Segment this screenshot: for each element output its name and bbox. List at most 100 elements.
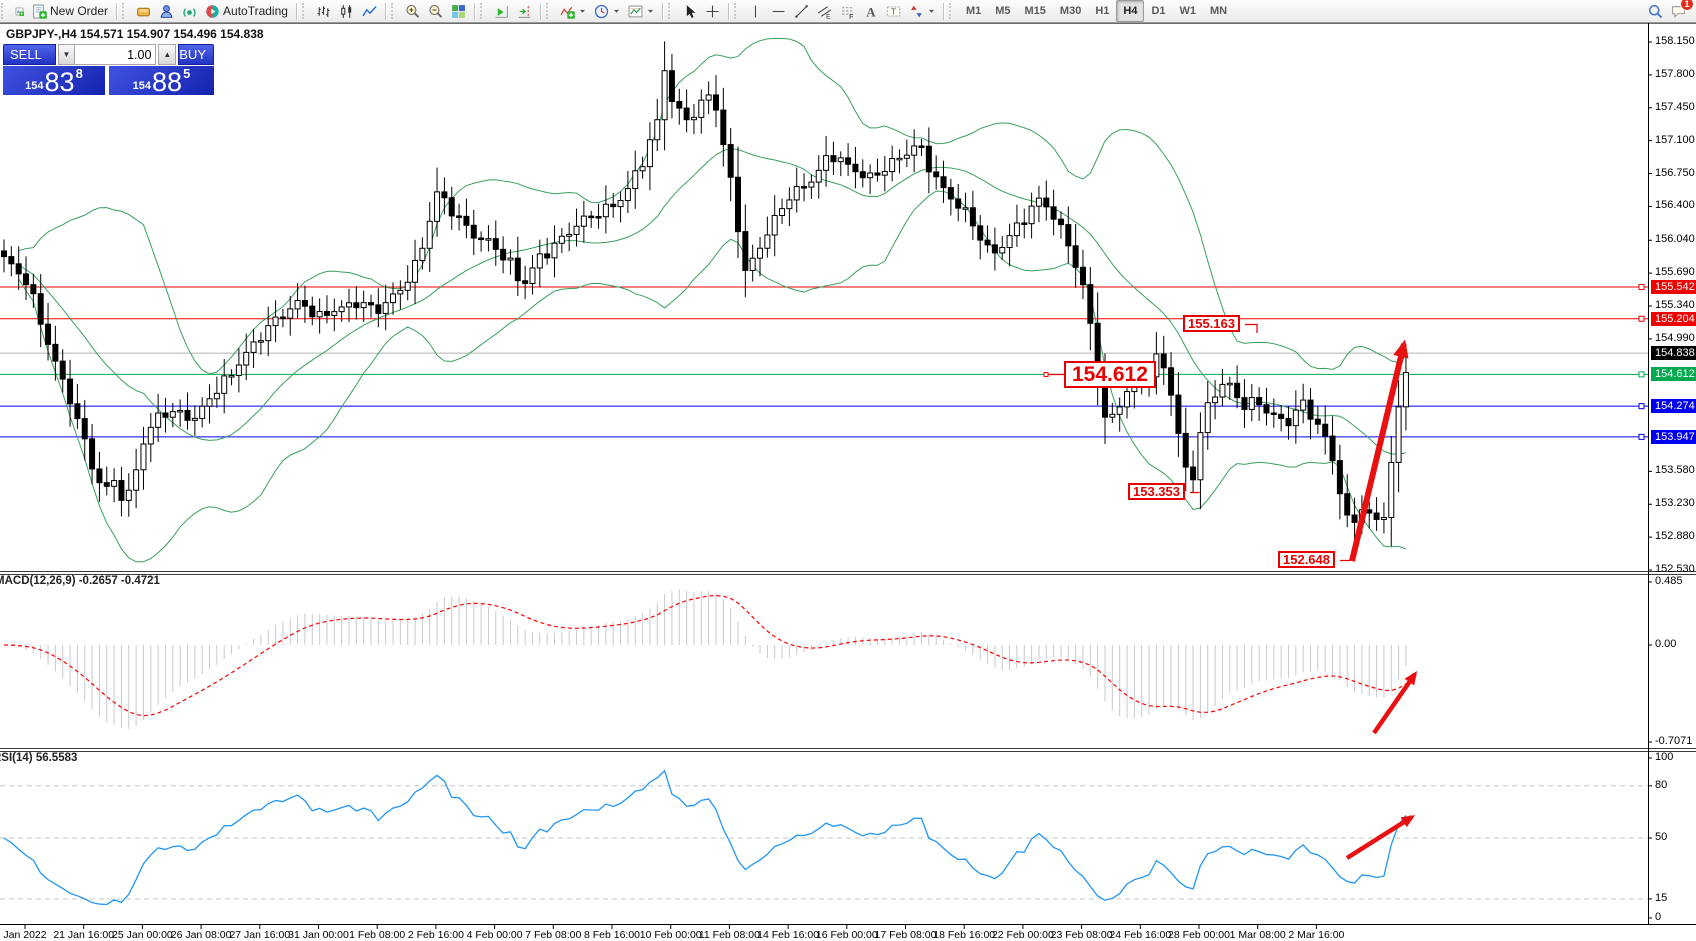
metaeditor-button[interactable] (132, 0, 155, 22)
macd-pane-separator[interactable] (0, 571, 1696, 575)
horizontal-line-button[interactable] (767, 0, 790, 22)
dropdown-caret-icon[interactable] (647, 9, 654, 14)
trendline-button[interactable] (790, 0, 813, 22)
zoom-out-button[interactable] (424, 0, 447, 22)
price-axis-line (1648, 23, 1649, 925)
signals-icon[interactable] (182, 4, 197, 19)
dropdown-caret-icon[interactable] (928, 9, 935, 14)
templates-button[interactable] (624, 0, 658, 22)
line-chart-button[interactable] (358, 0, 381, 22)
toolbar-group (311, 0, 382, 22)
buy-button[interactable]: BUY (178, 44, 214, 65)
indicators-icon[interactable] (560, 4, 575, 19)
new-chart-button[interactable] (11, 0, 28, 22)
timeframe-m15-button[interactable]: M15 (1024, 5, 1046, 17)
macd-indicator (3, 589, 1407, 729)
rsi-pane-separator[interactable] (0, 748, 1696, 752)
fibonacci-button[interactable]: F (836, 0, 859, 22)
price-annotation[interactable]: 152.648 (1278, 551, 1335, 568)
periods-icon[interactable] (594, 4, 609, 19)
new-order-button[interactable]: New Order (28, 0, 112, 22)
expert-advisors-icon[interactable] (159, 4, 174, 19)
equidistant-channel-button[interactable]: E (813, 0, 836, 22)
dropdown-caret-icon[interactable] (613, 9, 620, 14)
crosshair-button[interactable] (701, 0, 724, 22)
vertical-line-button[interactable] (744, 0, 767, 22)
candles-chart-button[interactable] (335, 0, 358, 22)
expert-advisors-button[interactable] (155, 0, 178, 22)
horizontal-line-icon[interactable] (771, 4, 786, 19)
zoom-in-icon[interactable] (405, 4, 420, 19)
timeframe-mn-button[interactable]: MN (1210, 5, 1228, 17)
new-order-icon[interactable] (32, 4, 47, 19)
line-chart-icon[interactable] (362, 4, 377, 19)
dropdown-caret-icon[interactable] (579, 9, 586, 14)
sell-button[interactable]: SELL (3, 44, 56, 65)
signals-button[interactable] (178, 0, 201, 22)
autotrading-icon[interactable] (205, 4, 220, 19)
sell-price[interactable]: 154 83 8 (3, 66, 105, 96)
bars-chart-button[interactable] (312, 0, 335, 22)
chart-shift-button[interactable] (513, 0, 536, 22)
price-tick-label: 153.580 (1655, 464, 1695, 477)
timeframe-m1-button[interactable]: M1 (965, 5, 982, 17)
search-button[interactable] (1644, 0, 1667, 22)
chart-shift-icon[interactable] (517, 4, 532, 19)
text-button[interactable]: A (859, 0, 882, 22)
timeframe-m30-button[interactable]: M30 (1059, 5, 1082, 17)
price-annotation[interactable]: 155.163 (1183, 315, 1240, 332)
zoom-out-icon[interactable] (428, 4, 443, 19)
arrows-icon[interactable] (909, 4, 924, 19)
timeframe-w1-button[interactable]: W1 (1179, 5, 1197, 17)
tile-windows-button[interactable] (447, 0, 470, 22)
toolbar-separator (295, 2, 298, 20)
price-annotation[interactable]: 153.353 (1128, 483, 1185, 500)
equidistant-channel-icon[interactable]: E (817, 4, 832, 19)
text-label-icon[interactable]: T (886, 4, 901, 19)
periods-button[interactable] (590, 0, 624, 22)
volume-up-button[interactable]: ▲ (158, 44, 177, 65)
price-tick-label: 156.750 (1655, 166, 1695, 179)
fibonacci-icon[interactable]: F (840, 4, 855, 19)
chart-title: GBPJPY-,H4 154.571 154.907 154.496 154.8… (6, 27, 264, 41)
trendline-icon[interactable] (794, 4, 809, 19)
tile-windows-icon[interactable] (451, 4, 466, 19)
zoom-in-button[interactable] (401, 0, 424, 22)
chat-button[interactable]: 1 (1667, 0, 1694, 22)
vertical-line-icon[interactable] (748, 4, 763, 19)
buy-label: BUY (179, 47, 206, 62)
price-annotation[interactable]: 154.612 (1064, 361, 1156, 388)
new-order-label: New Order (50, 4, 109, 18)
new-chart-icon[interactable] (15, 4, 24, 19)
volume-down-button[interactable]: ▼ (57, 44, 76, 65)
timeframe-d1-button[interactable]: D1 (1151, 5, 1166, 17)
crosshair-icon[interactable] (705, 4, 720, 19)
bars-chart-icon[interactable] (316, 4, 331, 19)
date-tick-label: 1 Mar 08:00 (1229, 929, 1286, 941)
toolbar-group (555, 0, 659, 22)
auto-scroll-icon[interactable] (494, 4, 509, 19)
buy-price[interactable]: 154 88 5 (109, 66, 214, 96)
timeframe-m5-button[interactable]: M5 (995, 5, 1011, 17)
templates-icon[interactable] (628, 4, 643, 19)
timeframe-h4-button[interactable]: H4 (1116, 0, 1145, 22)
cursor-icon[interactable] (682, 4, 697, 19)
chart-canvas[interactable] (0, 22, 1696, 941)
arrows-button[interactable] (905, 0, 939, 22)
volume-input[interactable] (75, 44, 157, 65)
indicators-button[interactable] (556, 0, 590, 22)
chart-frame-top (0, 23, 1696, 24)
candles-chart-icon[interactable] (339, 4, 354, 19)
text-icon[interactable]: A (863, 4, 878, 19)
text-label-button[interactable]: T (882, 0, 905, 22)
toolbar-grip (733, 3, 741, 19)
svg-text:T: T (891, 6, 897, 16)
cursor-button[interactable] (678, 0, 701, 22)
search-icon[interactable] (1648, 4, 1663, 19)
autotrading-button[interactable]: AutoTrading (201, 0, 292, 22)
metaeditor-icon[interactable] (136, 4, 151, 19)
macd-label: MACD(12,26,9) -0.2657 -0.4721 (0, 575, 160, 587)
timeframe-h1-button[interactable]: H1 (1095, 5, 1110, 17)
auto-scroll-button[interactable] (490, 0, 513, 22)
toolbar-group (400, 0, 471, 22)
